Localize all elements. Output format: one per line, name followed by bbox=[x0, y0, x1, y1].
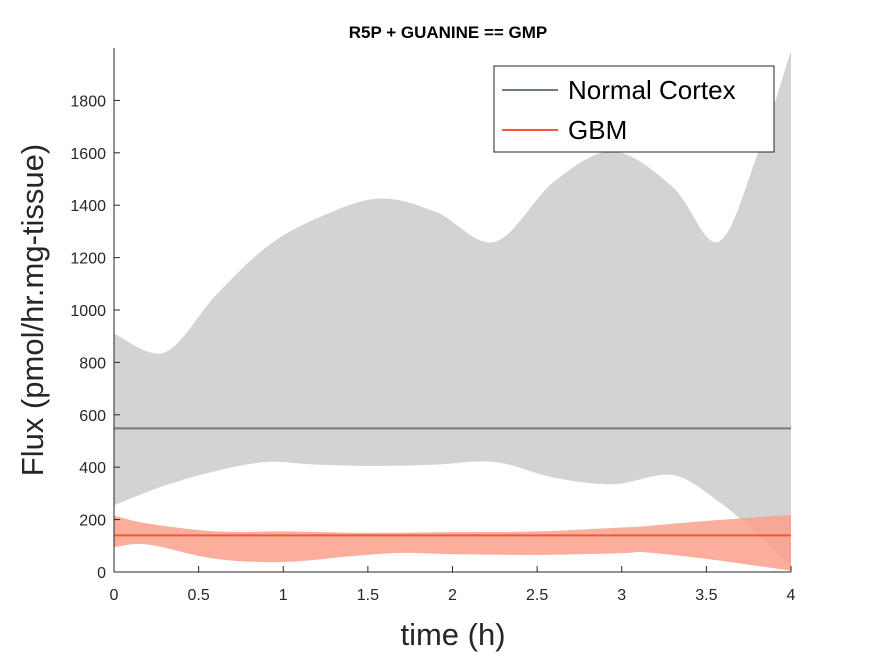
y-tick-label: 800 bbox=[79, 355, 106, 372]
band-normal-cortex bbox=[114, 50, 791, 567]
x-tick-label: 2 bbox=[448, 587, 457, 604]
y-tick-label: 1200 bbox=[70, 251, 106, 268]
y-tick-label: 200 bbox=[79, 513, 106, 530]
y-tick-label: 1800 bbox=[70, 93, 106, 110]
series-lines bbox=[114, 427, 791, 537]
y-tick-label: 0 bbox=[97, 565, 106, 582]
x-tick-label: 1.5 bbox=[357, 587, 379, 604]
y-tick-label: 400 bbox=[79, 460, 106, 477]
x-tick-label: 3.5 bbox=[695, 587, 717, 604]
band-gbm bbox=[114, 514, 791, 571]
y-tick-label: 1000 bbox=[70, 303, 106, 320]
x-tick-label: 3 bbox=[617, 587, 626, 604]
legend-entry: Normal Cortex bbox=[568, 75, 736, 105]
x-tick-label: 0.5 bbox=[188, 587, 210, 604]
confidence-bands bbox=[114, 50, 791, 571]
y-axis-label: Flux (pmol/hr.mg-tissue) bbox=[15, 144, 50, 476]
legend-box bbox=[493, 65, 775, 153]
x-tick-label: 0 bbox=[110, 587, 119, 604]
y-tick-label: 600 bbox=[79, 408, 106, 425]
x-tick-label: 2.5 bbox=[526, 587, 548, 604]
x-tick-label: 4 bbox=[787, 587, 796, 604]
x-tick-label: 1 bbox=[279, 587, 288, 604]
x-axis-label: time (h) bbox=[400, 617, 505, 652]
chart-title: R5P + GUANINE == GMP bbox=[349, 23, 548, 42]
y-tick-label: 1400 bbox=[70, 198, 106, 215]
legend-entry: GBM bbox=[568, 115, 627, 145]
y-tick-label: 1600 bbox=[70, 146, 106, 163]
legend: Normal Cortex GBM bbox=[493, 65, 775, 153]
axes: 0 0.5 1 1.5 2 2.5 3 3.5 4 0 200 400 600 800 1000 1200 14… bbox=[70, 48, 796, 604]
